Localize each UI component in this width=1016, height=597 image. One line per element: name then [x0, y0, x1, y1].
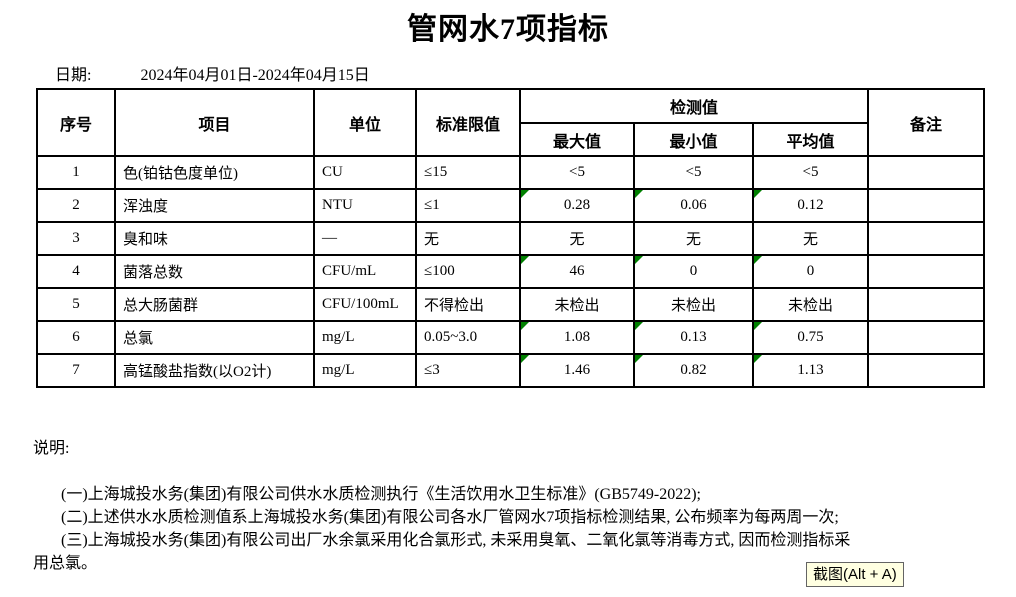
green-triangle-marker-icon: [755, 323, 762, 330]
cell-avg: 1.13: [752, 353, 869, 388]
cell-max: 无: [519, 221, 635, 256]
cell-remark: [867, 353, 985, 388]
cell-max: 未检出: [519, 287, 635, 322]
cell-item: 色(铂钴色度单位): [114, 155, 315, 190]
header-remark: 备注: [867, 88, 985, 157]
notes-label: 说明:: [33, 440, 70, 457]
notes-section: 说明: (一)上海城投水务(集团)有限公司供水水质检测执行《生活饮用水卫生标准》…: [33, 437, 993, 575]
cell-avg: 0.75: [752, 320, 869, 355]
cell-remark: [867, 254, 985, 289]
green-triangle-marker-icon: [636, 356, 643, 363]
cell-remark: [867, 188, 985, 223]
cell-max: 1.08: [519, 320, 635, 355]
header-unit: 单位: [313, 88, 417, 157]
cell-remark: [867, 155, 985, 190]
green-triangle-marker-icon: [522, 356, 529, 363]
green-triangle-marker-icon: [755, 356, 762, 363]
cell-avg: 0: [752, 254, 869, 289]
green-triangle-marker-icon: [522, 191, 529, 198]
cell-item: 浑浊度: [114, 188, 315, 223]
cell-min: 0.13: [633, 320, 754, 355]
green-triangle-marker-icon: [636, 323, 643, 330]
cell-max: 46: [519, 254, 635, 289]
cell-limit: ≤15: [415, 155, 521, 190]
cell-limit: ≤1: [415, 188, 521, 223]
green-triangle-marker-icon: [636, 257, 643, 264]
cell-remark: [867, 221, 985, 256]
cell-max: <5: [519, 155, 635, 190]
cell-no: 5: [36, 287, 116, 322]
header-item: 项目: [114, 88, 315, 157]
date-value: 2024年04月01日-2024年04月15日: [140, 67, 370, 84]
cell-min: 0.06: [633, 188, 754, 223]
note-line-2: (二)上述供水水质检测值系上海城投水务(集团)有限公司各水厂管网水7项指标检测结…: [61, 509, 839, 526]
table-row: 7 高锰酸盐指数(以O2计) mg/L ≤3 1.46 0.82 1.13: [36, 353, 985, 388]
header-limit: 标准限值: [415, 88, 521, 157]
cell-unit: CFU/mL: [313, 254, 417, 289]
cell-avg: 无: [752, 221, 869, 256]
cell-max: 1.46: [519, 353, 635, 388]
table-row: 1 色(铂钴色度单位) CU ≤15 <5 <5 <5: [36, 155, 985, 190]
cell-no: 4: [36, 254, 116, 289]
cell-limit: ≤3: [415, 353, 521, 388]
cell-item: 臭和味: [114, 221, 315, 256]
note-line-3: (三)上海城投水务(集团)有限公司出厂水余氯采用化合氯形式, 未采用臭氧、二氧化…: [61, 532, 851, 549]
cell-item: 总大肠菌群: [114, 287, 315, 322]
date-row: 日期: 2024年04月01日-2024年04月15日: [55, 61, 370, 85]
cell-unit: mg/L: [313, 353, 417, 388]
cell-avg: 未检出: [752, 287, 869, 322]
table-row: 6 总氯 mg/L 0.05~3.0 1.08 0.13 0.75: [36, 320, 985, 355]
cell-unit: —: [313, 221, 417, 256]
header-avg: 平均值: [752, 122, 869, 157]
cell-min: 0: [633, 254, 754, 289]
cell-no: 3: [36, 221, 116, 256]
header-detection: 检测值: [519, 88, 869, 124]
cell-unit: CFU/100mL: [313, 287, 417, 322]
cell-no: 2: [36, 188, 116, 223]
cell-limit: 0.05~3.0: [415, 320, 521, 355]
cell-item: 总氯: [114, 320, 315, 355]
cell-limit: 无: [415, 221, 521, 256]
header-min: 最小值: [633, 122, 754, 157]
green-triangle-marker-icon: [755, 257, 762, 264]
water-quality-table: 序号 项目 单位 标准限值 检测值 备注 最大值 最小值 平均值 1 色(铂钴色…: [36, 88, 985, 388]
cell-no: 1: [36, 155, 116, 190]
page-title: 管网水7项指标: [407, 13, 609, 46]
note-line-1: (一)上海城投水务(集团)有限公司供水水质检测执行《生活饮用水卫生标准》(GB5…: [61, 486, 701, 503]
note-line-4: 用总氯。: [33, 555, 98, 572]
cell-remark: [867, 320, 985, 355]
cell-min: 未检出: [633, 287, 754, 322]
green-triangle-marker-icon: [522, 323, 529, 330]
cell-no: 7: [36, 353, 116, 388]
cell-min: <5: [633, 155, 754, 190]
cell-remark: [867, 287, 985, 322]
table-row: 5 总大肠菌群 CFU/100mL 不得检出 未检出 未检出 未检出: [36, 287, 985, 322]
cell-item: 菌落总数: [114, 254, 315, 289]
cell-unit: CU: [313, 155, 417, 190]
cell-no: 6: [36, 320, 116, 355]
cell-item: 高锰酸盐指数(以O2计): [114, 353, 315, 388]
cell-unit: mg/L: [313, 320, 417, 355]
header-no: 序号: [36, 88, 116, 157]
cell-limit: ≤100: [415, 254, 521, 289]
header-max: 最大值: [519, 122, 635, 157]
green-triangle-marker-icon: [522, 257, 529, 264]
table-row: 3 臭和味 — 无 无 无 无: [36, 221, 985, 256]
green-triangle-marker-icon: [636, 191, 643, 198]
green-triangle-marker-icon: [755, 191, 762, 198]
cell-limit: 不得检出: [415, 287, 521, 322]
date-label: 日期:: [55, 67, 92, 84]
table-row: 2 浑浊度 NTU ≤1 0.28 0.06 0.12: [36, 188, 985, 223]
cell-unit: NTU: [313, 188, 417, 223]
table-row: 4 菌落总数 CFU/mL ≤100 46 0 0: [36, 254, 985, 289]
cell-min: 无: [633, 221, 754, 256]
cell-avg: <5: [752, 155, 869, 190]
cell-avg: 0.12: [752, 188, 869, 223]
screenshot-shortcut-tooltip: 截图(Alt + A): [806, 562, 904, 587]
cell-min: 0.82: [633, 353, 754, 388]
cell-max: 0.28: [519, 188, 635, 223]
